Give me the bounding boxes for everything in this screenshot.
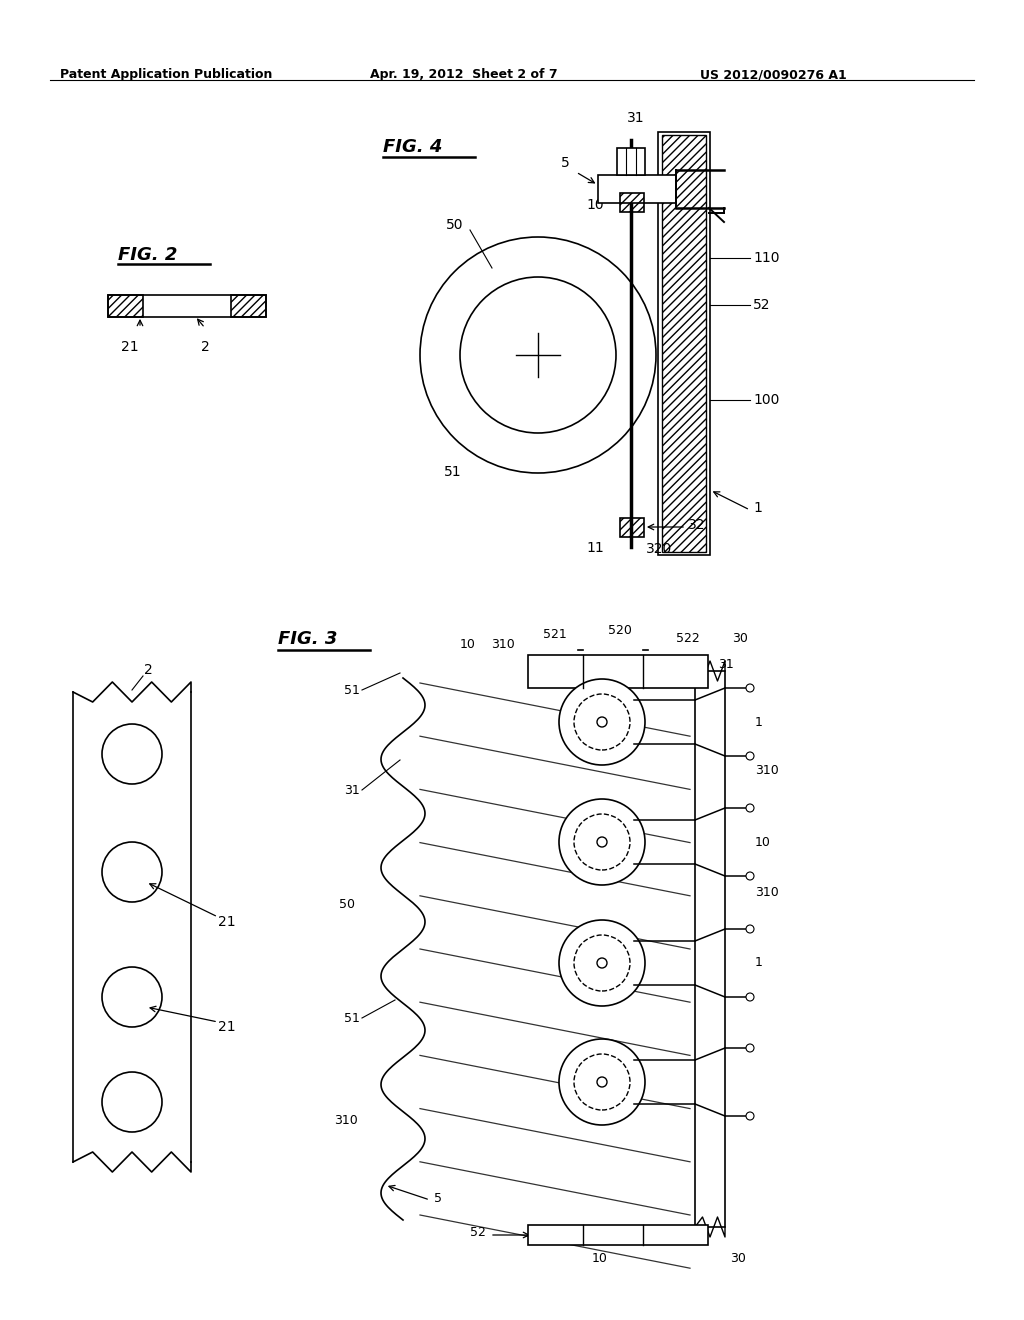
Text: 31: 31 — [718, 659, 734, 672]
Text: FIG. 2: FIG. 2 — [118, 246, 177, 264]
Text: 10: 10 — [586, 198, 604, 213]
Text: 31: 31 — [627, 111, 645, 125]
Circle shape — [746, 804, 754, 812]
Bar — [108, 294, 143, 317]
Text: 520: 520 — [608, 623, 632, 636]
Text: Apr. 19, 2012  Sheet 2 of 7: Apr. 19, 2012 Sheet 2 of 7 — [370, 69, 558, 81]
Text: FIG. 4: FIG. 4 — [383, 139, 442, 156]
Text: Patent Application Publication: Patent Application Publication — [60, 69, 272, 81]
Text: 522: 522 — [676, 631, 699, 644]
Text: 1: 1 — [755, 957, 763, 969]
Text: 50: 50 — [446, 218, 464, 232]
Text: 1: 1 — [753, 502, 762, 515]
Text: 21: 21 — [121, 341, 139, 354]
Bar — [695, 671, 725, 1228]
Text: 31: 31 — [344, 784, 360, 796]
Text: 51: 51 — [344, 1011, 360, 1024]
Text: 2: 2 — [201, 341, 209, 354]
Circle shape — [746, 925, 754, 933]
Text: FIG. 3: FIG. 3 — [278, 630, 337, 648]
Circle shape — [102, 1072, 162, 1133]
Bar — [658, 132, 710, 554]
Text: 30: 30 — [732, 631, 748, 644]
Circle shape — [746, 1111, 754, 1119]
Circle shape — [574, 935, 630, 991]
Circle shape — [746, 873, 754, 880]
Text: 310: 310 — [334, 1114, 358, 1126]
Circle shape — [746, 1044, 754, 1052]
Circle shape — [597, 717, 607, 727]
Bar — [662, 135, 706, 552]
Bar — [620, 193, 644, 213]
Text: 21: 21 — [218, 1020, 236, 1034]
Bar — [528, 1225, 708, 1245]
Text: 2: 2 — [143, 663, 153, 677]
Text: 52: 52 — [753, 298, 770, 312]
Text: 310: 310 — [492, 639, 515, 652]
Bar — [231, 294, 266, 317]
Circle shape — [574, 1053, 630, 1110]
Text: 110: 110 — [753, 251, 779, 265]
Text: 5: 5 — [434, 1192, 442, 1204]
Circle shape — [746, 752, 754, 760]
Text: 310: 310 — [755, 886, 778, 899]
Text: 32: 32 — [688, 517, 706, 532]
Circle shape — [102, 968, 162, 1027]
Text: 10: 10 — [460, 639, 476, 652]
Circle shape — [746, 684, 754, 692]
Circle shape — [102, 723, 162, 784]
Text: 10: 10 — [592, 1251, 608, 1265]
Circle shape — [746, 993, 754, 1001]
Circle shape — [460, 277, 616, 433]
Text: 10: 10 — [755, 836, 771, 849]
Circle shape — [559, 799, 645, 884]
Text: 100: 100 — [753, 393, 779, 407]
Bar — [617, 148, 645, 176]
Bar — [528, 655, 708, 688]
Bar — [662, 135, 706, 552]
Bar — [108, 294, 266, 317]
Bar — [231, 294, 266, 317]
Circle shape — [559, 678, 645, 766]
Text: 52: 52 — [470, 1226, 486, 1239]
Text: US 2012/0090276 A1: US 2012/0090276 A1 — [700, 69, 847, 81]
Circle shape — [420, 238, 656, 473]
Text: 21: 21 — [218, 915, 236, 929]
Bar — [620, 517, 644, 537]
Circle shape — [597, 1077, 607, 1086]
Text: 30: 30 — [730, 1251, 745, 1265]
Bar — [620, 517, 644, 537]
Text: 11: 11 — [586, 541, 604, 554]
Circle shape — [559, 1039, 645, 1125]
Bar — [620, 193, 644, 213]
Text: 51: 51 — [344, 684, 360, 697]
Circle shape — [574, 694, 630, 750]
Bar — [108, 294, 143, 317]
Text: 51: 51 — [444, 465, 462, 479]
Text: 310: 310 — [755, 763, 778, 776]
Bar — [598, 176, 676, 203]
Text: 5: 5 — [561, 156, 570, 170]
Circle shape — [574, 814, 630, 870]
Circle shape — [597, 958, 607, 968]
Text: 1: 1 — [755, 715, 763, 729]
Text: 50: 50 — [339, 899, 355, 912]
Text: 521: 521 — [543, 628, 567, 642]
Circle shape — [559, 920, 645, 1006]
Text: 320: 320 — [646, 543, 672, 556]
Circle shape — [597, 837, 607, 847]
Circle shape — [102, 842, 162, 902]
